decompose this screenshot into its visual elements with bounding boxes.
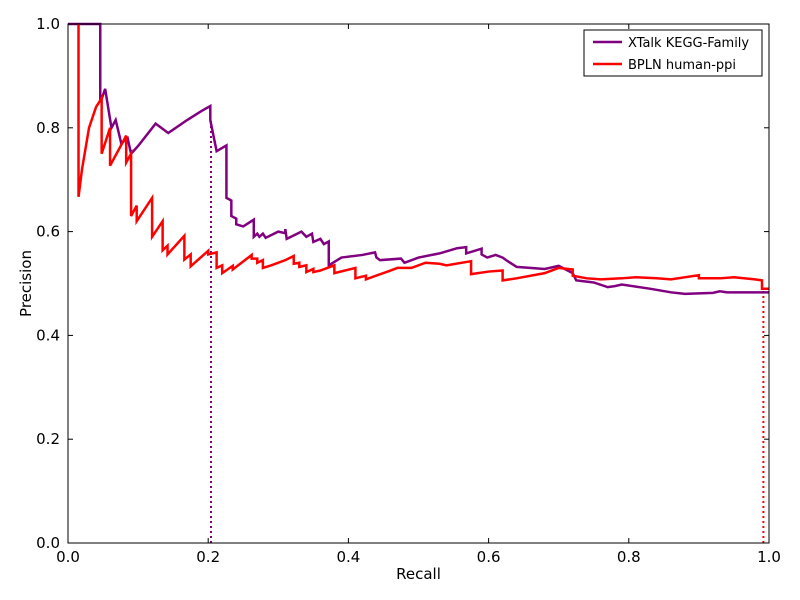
y-tick-label: 0.6 bbox=[36, 223, 60, 241]
axes-frame bbox=[67, 23, 770, 544]
x-tick-label: 0.2 bbox=[196, 548, 220, 566]
x-tick-label: 0.0 bbox=[56, 548, 80, 566]
x-tick-label: 0.6 bbox=[477, 548, 501, 566]
x-axis-label: Recall bbox=[396, 565, 441, 583]
legend-label-1: XTalk KEGG-Family bbox=[628, 36, 749, 51]
y-axis-label: Precision bbox=[17, 250, 35, 317]
axis-ticks: 0.0 0.2 0.4 0.6 0.8 1.0 0.0 0.2 0.4 0.6 0.8 1.0 bbox=[36, 15, 781, 566]
y-tick-label: 0.0 bbox=[36, 534, 60, 552]
y-tick-label: 0.2 bbox=[36, 430, 60, 448]
y-tick-label: 1.0 bbox=[36, 15, 60, 33]
x-tick-label: 0.8 bbox=[617, 548, 641, 566]
legend: XTalk KEGG-Family BPLN human-ppi bbox=[583, 29, 763, 77]
plot-area bbox=[68, 22, 769, 543]
y-tick-label: 0.4 bbox=[36, 326, 60, 344]
legend-label-2: BPLN human-ppi bbox=[628, 58, 736, 73]
series-line-2 bbox=[77, 24, 769, 290]
x-tick-label: 0.4 bbox=[336, 548, 360, 566]
y-tick-label: 0.8 bbox=[36, 119, 60, 137]
legend-box bbox=[583, 29, 763, 77]
x-tick-label: 1.0 bbox=[757, 548, 781, 566]
